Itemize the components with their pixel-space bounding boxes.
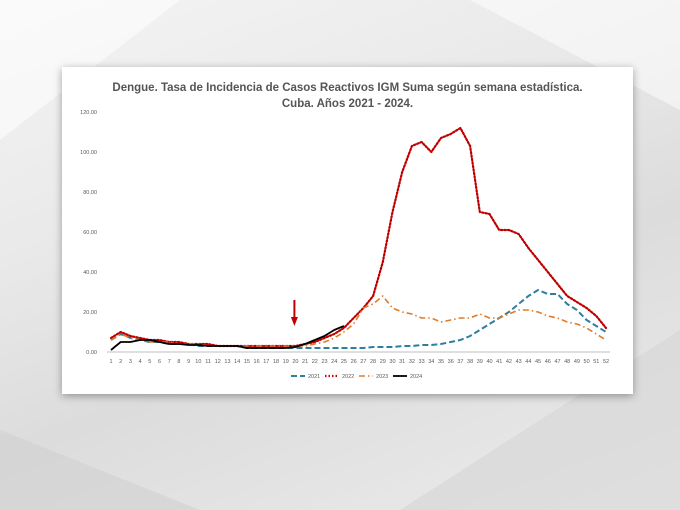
y-tick-label: 100.00	[80, 150, 97, 156]
x-tick-label: 24	[331, 359, 337, 365]
x-tick-label: 46	[545, 359, 551, 365]
x-tick-label: 19	[283, 359, 289, 365]
x-tick-label: 35	[438, 359, 444, 365]
y-tick-label: 120.00	[80, 110, 97, 116]
x-tick-label: 39	[477, 359, 483, 365]
legend-label-2021: 2021	[308, 374, 320, 380]
x-tick-label: 42	[506, 359, 512, 365]
legend-label-2022: 2022	[342, 374, 354, 380]
x-tick-label: 18	[273, 359, 279, 365]
x-tick-label: 9	[187, 359, 190, 365]
x-tick-label: 25	[341, 359, 347, 365]
x-tick-label: 14	[234, 359, 240, 365]
x-tick-label: 11	[205, 359, 211, 365]
x-tick-label: 29	[380, 359, 386, 365]
x-tick-label: 27	[360, 359, 366, 365]
annotation-arrow-head	[290, 317, 298, 326]
x-tick-label: 26	[351, 359, 357, 365]
x-tick-label: 37	[457, 359, 463, 365]
x-tick-label: 45	[535, 359, 541, 365]
x-tick-label: 47	[554, 359, 560, 365]
x-tick-label: 52	[603, 359, 609, 365]
x-tick-label: 49	[574, 359, 580, 365]
y-tick-label: 40.00	[83, 270, 97, 276]
x-tick-label: 51	[593, 359, 599, 365]
x-tick-label: 6	[158, 359, 161, 365]
legend-label-2024: 2024	[410, 374, 422, 380]
y-tick-label: 80.00	[83, 190, 97, 196]
chart-card: Dengue. Tasa de Incidencia de Casos Reac…	[62, 67, 633, 394]
series-line-2022	[109, 126, 608, 348]
x-tick-label: 15	[244, 359, 250, 365]
series-line-2023	[110, 295, 607, 347]
x-tick-label: 38	[467, 359, 473, 365]
x-tick-label: 28	[370, 359, 376, 365]
x-tick-label: 1	[109, 359, 112, 365]
x-tick-label: 43	[516, 359, 522, 365]
x-tick-label: 21	[302, 359, 308, 365]
x-tick-label: 3	[129, 359, 132, 365]
x-tick-label: 23	[321, 359, 327, 365]
x-tick-label: 22	[312, 359, 318, 365]
x-tick-label: 41	[496, 359, 502, 365]
x-tick-label: 34	[428, 359, 434, 365]
x-tick-label: 16	[254, 359, 260, 365]
x-tick-label: 44	[525, 359, 531, 365]
x-tick-label: 40	[486, 359, 492, 365]
x-tick-label: 13	[224, 359, 230, 365]
x-tick-label: 7	[168, 359, 171, 365]
x-tick-label: 20	[292, 359, 298, 365]
y-tick-label: 20.00	[83, 310, 97, 316]
x-tick-label: 10	[195, 359, 201, 365]
x-tick-label: 5	[148, 359, 151, 365]
x-tick-label: 31	[399, 359, 405, 365]
chart-title: Dengue. Tasa de Incidencia de Casos Reac…	[112, 82, 583, 94]
chart-subtitle: Cuba. Años 2021 - 2024.	[281, 98, 414, 110]
x-tick-label: 2	[119, 359, 122, 365]
series-line-2021	[110, 289, 607, 349]
x-tick-label: 33	[419, 359, 425, 365]
y-tick-label: 0.00	[86, 350, 97, 356]
x-tick-label: 4	[139, 359, 142, 365]
legend-label-2023: 2023	[376, 374, 388, 380]
x-tick-label: 36	[448, 359, 454, 365]
y-tick-label: 60.00	[83, 230, 97, 236]
x-tick-label: 17	[263, 359, 269, 365]
x-tick-label: 8	[177, 359, 180, 365]
x-tick-label: 12	[215, 359, 221, 365]
x-tick-label: 50	[584, 359, 590, 365]
x-tick-label: 32	[409, 359, 415, 365]
series-line-2024	[110, 325, 345, 351]
x-tick-label: 30	[389, 359, 395, 365]
x-tick-label: 48	[564, 359, 570, 365]
